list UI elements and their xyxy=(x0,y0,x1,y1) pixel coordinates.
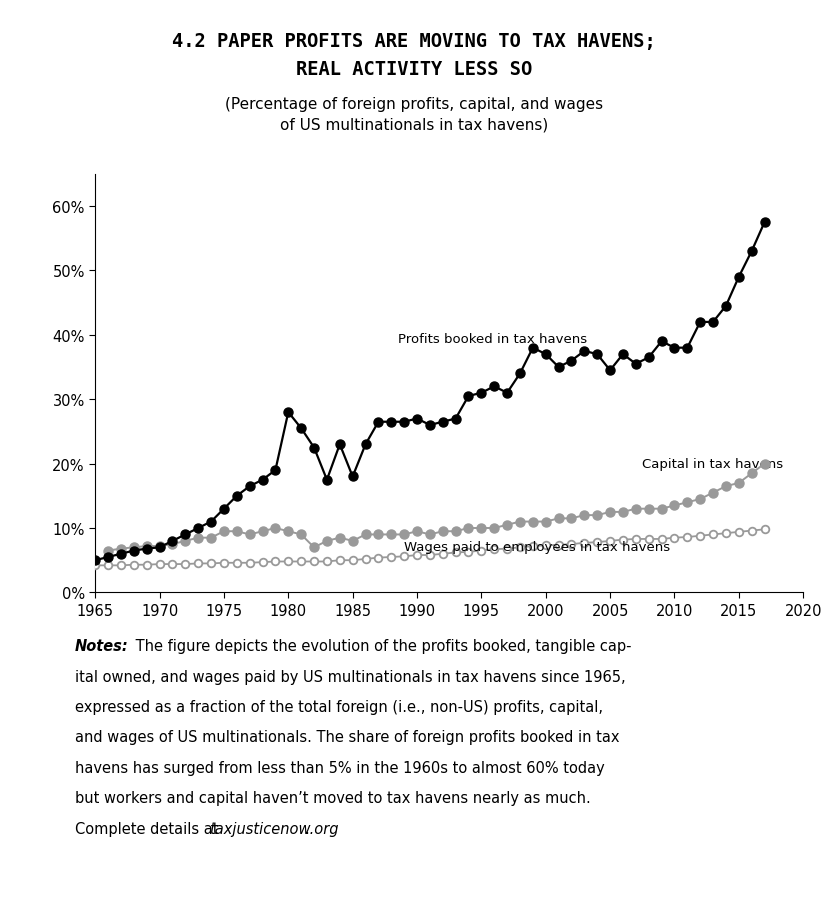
Text: of US multinationals in tax havens): of US multinationals in tax havens) xyxy=(280,118,547,132)
Text: 4.2 PAPER PROFITS ARE MOVING TO TAX HAVENS;: 4.2 PAPER PROFITS ARE MOVING TO TAX HAVE… xyxy=(172,32,655,51)
Text: REAL ACTIVITY LESS SO: REAL ACTIVITY LESS SO xyxy=(295,60,532,79)
Text: but workers and capital haven’t moved to tax havens nearly as much.: but workers and capital haven’t moved to… xyxy=(74,790,590,805)
Text: Wages paid to employees in tax havens: Wages paid to employees in tax havens xyxy=(404,540,669,553)
Text: Profits booked in tax havens: Profits booked in tax havens xyxy=(397,332,586,346)
Text: havens has surged from less than 5% in the 1960s to almost 60% today: havens has surged from less than 5% in t… xyxy=(74,760,604,775)
Text: taxjusticenow.org: taxjusticenow.org xyxy=(209,821,338,835)
Text: (Percentage of foreign profits, capital, and wages: (Percentage of foreign profits, capital,… xyxy=(225,96,602,111)
Text: expressed as a fraction of the total foreign (i.e., non-US) profits, capital,: expressed as a fraction of the total for… xyxy=(74,699,602,714)
Text: and wages of US multinationals. The share of foreign profits booked in tax: and wages of US multinationals. The shar… xyxy=(74,730,619,744)
Text: .: . xyxy=(304,821,309,835)
Text: Capital in tax havens: Capital in tax havens xyxy=(642,458,782,471)
Text: ital owned, and wages paid by US multinationals in tax havens since 1965,: ital owned, and wages paid by US multina… xyxy=(74,669,624,684)
Text: The figure depicts the evolution of the profits booked, tangible cap-: The figure depicts the evolution of the … xyxy=(131,639,630,653)
Text: Notes:: Notes: xyxy=(74,639,128,653)
Text: Complete details at: Complete details at xyxy=(74,821,222,835)
